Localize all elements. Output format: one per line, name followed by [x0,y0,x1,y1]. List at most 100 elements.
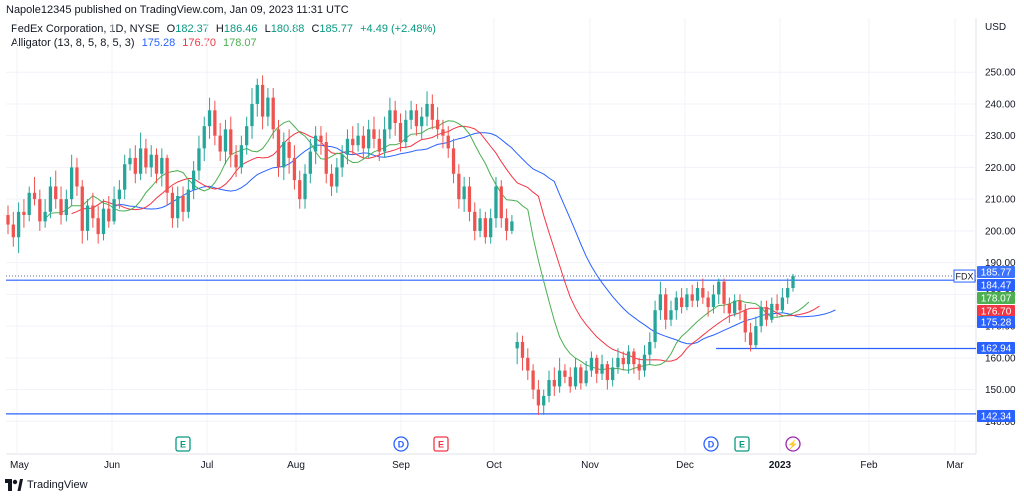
candle-body[interactable] [218,135,222,152]
candle[interactable] [197,135,201,181]
candle[interactable] [685,288,689,311]
candle-body[interactable] [245,126,249,146]
candle[interactable] [207,97,212,139]
candle-body[interactable] [791,276,795,289]
candle[interactable] [632,348,636,374]
candle-body[interactable] [372,129,376,139]
candle-body[interactable] [701,288,705,298]
candle[interactable] [653,300,657,349]
candle[interactable] [542,389,546,415]
candle-body[interactable] [276,129,281,168]
candle-body[interactable] [324,142,328,174]
split-marker[interactable]: ⚡ [785,436,801,452]
candle[interactable] [679,288,684,314]
candle[interactable] [478,208,482,238]
candle-body[interactable] [271,97,275,130]
candle[interactable] [234,145,238,177]
candle-body[interactable] [223,129,228,152]
candle[interactable] [637,357,641,381]
symbol-name[interactable]: FedEx Corporation, 1D, NYSE [11,23,160,35]
candle[interactable] [563,364,567,384]
candle-body[interactable] [144,148,148,168]
candle[interactable] [786,278,790,304]
candle[interactable] [351,126,355,155]
candle-body[interactable] [425,103,429,117]
candle[interactable] [658,281,663,320]
candle-body[interactable] [568,376,572,387]
candle-body[interactable] [435,119,440,130]
candle-body[interactable] [536,389,541,406]
candle-body[interactable] [282,142,286,168]
candle[interactable] [674,291,678,320]
candle[interactable] [605,361,610,390]
candle[interactable] [425,91,429,127]
candle-body[interactable] [764,307,769,320]
candle[interactable] [75,157,79,196]
candle-body[interactable] [494,186,498,219]
candle-body[interactable] [107,208,111,222]
candle-body[interactable] [462,186,466,200]
candle[interactable] [531,364,535,400]
horizontal-lines[interactable] [6,275,976,415]
candle[interactable] [308,138,312,184]
candle[interactable] [446,126,450,158]
candle-body[interactable] [11,224,15,238]
candle[interactable] [361,126,366,158]
candle-body[interactable] [91,205,95,219]
candle[interactable] [6,205,10,235]
candle[interactable] [441,119,445,149]
candle[interactable] [213,100,217,146]
candle[interactable] [420,107,424,139]
candle[interactable] [22,199,26,228]
candle-body[interactable] [298,180,302,200]
candle-body[interactable] [579,367,583,384]
candle[interactable] [717,278,721,304]
candle[interactable] [526,348,530,381]
candle-body[interactable] [722,281,726,304]
candle-body[interactable] [547,380,551,396]
candle[interactable] [552,367,556,396]
candle-body[interactable] [117,189,122,200]
candle[interactable] [457,164,461,209]
candle-body[interactable] [213,110,217,136]
candle-body[interactable] [552,380,556,387]
candle[interactable] [43,199,47,228]
candle-body[interactable] [6,215,10,225]
candle-body[interactable] [605,364,610,381]
candle-body[interactable] [367,129,371,149]
candle-body[interactable] [510,221,514,231]
candle-body[interactable] [250,103,254,127]
candle[interactable] [138,132,143,181]
candle-body[interactable] [101,208,106,235]
candle[interactable] [123,154,127,200]
candle-body[interactable] [255,84,259,104]
candle-body[interactable] [531,370,535,390]
candle[interactable] [398,113,403,152]
candle[interactable] [669,300,673,327]
candle-body[interactable] [584,370,588,384]
candle[interactable] [748,322,753,352]
candle[interactable] [611,357,615,387]
candle[interactable] [759,300,763,333]
candle[interactable] [345,129,350,165]
candle-body[interactable] [80,186,84,231]
candle[interactable] [579,364,583,390]
candle-body[interactable] [16,211,21,238]
candle[interactable] [16,202,21,254]
candle-body[interactable] [679,297,684,308]
candle-body[interactable] [504,218,509,231]
candle[interactable] [520,335,525,371]
candle-body[interactable] [600,364,604,374]
candle-body[interactable] [382,129,387,152]
candle-body[interactable] [303,173,307,200]
candle[interactable] [303,164,307,209]
candle[interactable] [59,186,63,225]
candle[interactable] [642,345,647,377]
candle[interactable] [377,129,381,162]
candle[interactable] [494,176,498,228]
candle-body[interactable] [685,294,689,308]
candle[interactable] [202,116,206,162]
candle[interactable] [547,370,551,403]
candle[interactable] [70,154,74,206]
candle[interactable] [38,189,42,231]
